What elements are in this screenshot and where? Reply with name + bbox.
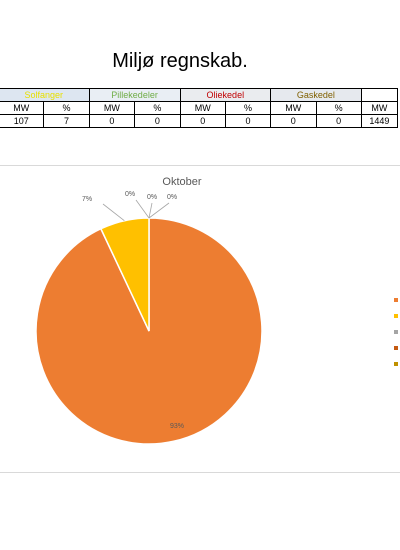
chart-frame: Oktober 93% 7% 0% 0% 0% <box>0 165 400 473</box>
legend-marker <box>394 298 398 302</box>
table-cell: 1449 <box>360 114 399 128</box>
chart-title: Oktober <box>162 176 201 188</box>
unit-header-pct: % <box>224 101 272 115</box>
table-cell: 0 <box>88 114 136 128</box>
leader-line <box>148 202 170 219</box>
group-header-solfanger: Solfanger <box>0 88 90 102</box>
table-cell: 0 <box>179 114 226 128</box>
unit-header-pct: % <box>43 101 90 115</box>
unit-header-mw: MW <box>360 101 399 115</box>
legend-marker <box>394 346 398 350</box>
unit-header-mw: MW <box>179 101 226 115</box>
group-header-pillekedeler: Pillekedeler <box>88 88 181 102</box>
unit-header-pct: % <box>315 101 362 115</box>
table-cell: 0 <box>224 114 272 128</box>
leader-line <box>148 202 153 219</box>
leader-line <box>102 203 125 222</box>
table-cell: 0 <box>315 114 362 128</box>
data-label: 0% <box>167 194 177 201</box>
leader-line <box>135 199 150 219</box>
group-header-total <box>360 88 399 102</box>
unit-header-mw: MW <box>270 101 317 115</box>
unit-header-mw: MW <box>0 101 45 115</box>
unit-header-mw: MW <box>88 101 136 115</box>
data-label: 0% <box>147 194 157 201</box>
group-header-gaskedel: Gaskedel <box>270 88 362 102</box>
table-cell: 0 <box>134 114 181 128</box>
data-label: 7% <box>82 196 92 203</box>
data-label: 0% <box>125 191 135 198</box>
legend-marker <box>394 330 398 334</box>
pie-chart: Oktober 93% 7% 0% 0% 0% <box>35 176 398 445</box>
group-header-oliekedel: Oliekedel <box>179 88 272 102</box>
table-cell: 0 <box>270 114 317 128</box>
legend-marker <box>394 314 398 318</box>
unit-header-pct: % <box>134 101 181 115</box>
legend-marker <box>394 362 398 366</box>
table-cell: 7 <box>43 114 90 128</box>
page-title: Miljø regnskab. <box>112 50 248 72</box>
data-label: 93% <box>170 423 184 430</box>
energy-table: Solfanger Pillekedeler Oliekedel Gaskede… <box>0 88 399 128</box>
table-cell: 107 <box>0 114 45 128</box>
